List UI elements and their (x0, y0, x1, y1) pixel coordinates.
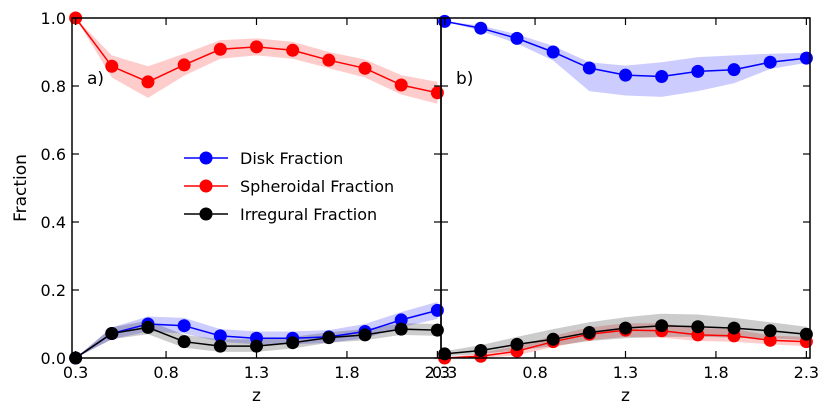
panel-a-spheroidal-point (286, 43, 300, 57)
panel-a-spheroidal-point (141, 75, 155, 89)
panel-a-y-tick-label: 0.4 (41, 213, 66, 232)
panel-a-spheroidal-point (213, 42, 227, 56)
panel-a-irregural-point (105, 327, 119, 341)
panel-b-x-tick-label: 1.3 (613, 363, 638, 382)
legend-label: Irregural Fraction (240, 205, 377, 224)
panel-a-x-tick-label: 0.8 (153, 363, 178, 382)
legend-marker (199, 151, 213, 165)
panel-b-disk-point (582, 61, 596, 75)
panel-a-spheroidal-point (250, 40, 263, 54)
panel-a-disk-point (213, 329, 227, 343)
panel-b-irregural-point (474, 344, 488, 358)
panel-b-irregural-point (510, 337, 524, 351)
legend-label: Spheroidal Fraction (240, 177, 394, 196)
panel-a-spheroidal-point (394, 78, 408, 92)
panel-b-spheroidal-point (763, 333, 777, 347)
panel-b-disk-error-band (444, 21, 807, 97)
panel-b-disk-point (727, 63, 741, 77)
panel-b-irregural-point (582, 326, 596, 339)
legend-marker (199, 207, 213, 221)
panel-a-irregural-point (430, 323, 444, 337)
panel-a-spheroidal-error-band (75, 18, 438, 104)
panel-a-spheroidal-point (105, 59, 119, 73)
panel-a-x-axis-title: z (252, 386, 261, 406)
panel-a-y-tick-label: 0.0 (41, 349, 66, 368)
panel-a-disk-point (177, 319, 191, 333)
panel-a-y-tick-label: 0.2 (41, 281, 66, 300)
legend-marker (199, 179, 213, 193)
panel-a-disk-point (430, 303, 444, 317)
panel-a-irregural-point (141, 320, 155, 334)
panel-b-disk-point (799, 51, 813, 65)
panel-a-disk-point (394, 313, 408, 327)
panel-a-y-tick-label: 0.6 (41, 145, 66, 164)
legend: Disk Fraction Spheroidal Fraction Irregura… (184, 149, 394, 224)
panel-a-spheroidal-point (322, 53, 336, 67)
panel-b-irregural-point (546, 332, 560, 346)
panel-a-irregural-point (177, 335, 191, 349)
panel-a-irregural-point (358, 328, 372, 342)
panel-b-irregural-point (727, 321, 741, 335)
panel-a-x-tick-label: 1.3 (244, 363, 269, 382)
panel-b-irregural-point (655, 319, 669, 333)
panel-b-disk-point (691, 64, 705, 78)
panel-a-spheroidal-point (430, 86, 444, 100)
panel-a-spheroidal-point (358, 61, 372, 75)
panel-b-irregural-point (691, 320, 705, 334)
panel-a-y-axis-title: Fraction (11, 154, 31, 222)
panel-b-disk-point (655, 69, 669, 83)
panel-b-x-tick-label: 0.3 (432, 363, 457, 382)
panel-a-irregural-point (250, 339, 263, 353)
legend-label: Disk Fraction (240, 149, 343, 168)
panel-a-irregural-point (394, 322, 408, 336)
panel-b-label: b) (456, 69, 473, 89)
panel-b-irregural-point (763, 324, 777, 338)
panel-b-x-axis-title: z (621, 386, 630, 406)
panel-b-x-tick-label: 2.3 (794, 363, 819, 382)
axes: 0.3 0.8 1.3 1.8 2.3 0.0 0.2 0.4 0.6 0.8 1.0 z Fracti… (11, 9, 819, 406)
panel-a-irregural-point (322, 331, 336, 345)
panel-b-disk-point (546, 45, 560, 59)
panel-b-disk-point (510, 31, 524, 45)
panel-b-irregural-point (799, 327, 813, 341)
panel-b-disk-point (763, 55, 777, 69)
panel-a-irregural-point (286, 336, 300, 350)
panel-a-y-tick-label: 0.8 (41, 77, 66, 96)
panel-b-irregural-point (619, 321, 632, 335)
panel-a-irregural-point (213, 339, 227, 353)
panel-b-x-tick-label: 1.8 (703, 363, 728, 382)
panel-b-spheroidal-error-band (444, 323, 807, 358)
panel-b-disk-point (619, 68, 632, 82)
panel-b-disk-point (474, 21, 488, 35)
panel-a-y-tick-label: 1.0 (41, 9, 66, 28)
panel-b-x-tick-label: 0.8 (522, 363, 547, 382)
panel-a-x-tick-label: 0.3 (63, 363, 88, 382)
panel-a-spheroidal-point (177, 58, 191, 72)
panel-a-x-tick-label: 1.8 (334, 363, 359, 382)
panel-a-label: a) (87, 69, 104, 89)
panel-a-x-tick-label: 2.3 (425, 363, 450, 382)
